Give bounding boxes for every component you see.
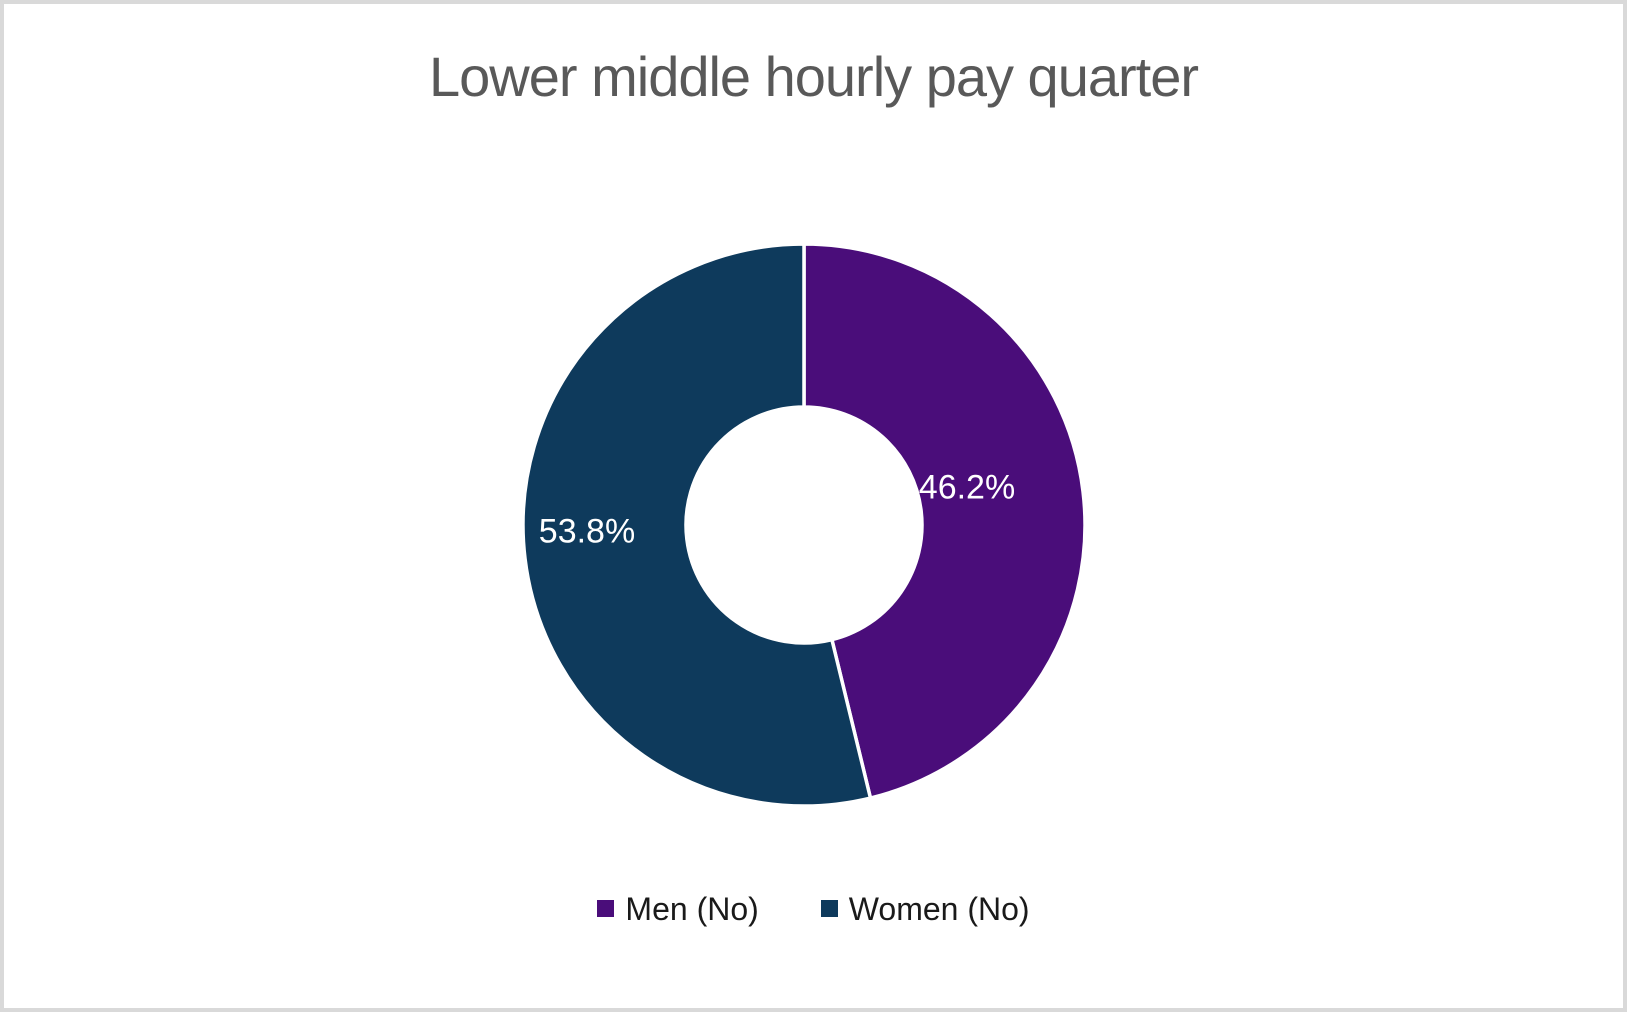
data-label-women: 53.8% (538, 512, 636, 551)
legend-label-women: Women (No) (848, 890, 1030, 927)
legend-item-men: Men (No) (597, 890, 759, 928)
donut-slice-women-no (521, 242, 873, 808)
data-label-men: 46.2% (918, 468, 1016, 507)
chart-title: Lower middle hourly pay quarter (429, 45, 1199, 108)
legend-item-women: Women (No) (820, 890, 1030, 928)
legend-swatch-men-icon (597, 900, 615, 918)
donut-slice-men-no (802, 242, 1087, 800)
legend-swatch-women-icon (820, 900, 838, 918)
legend: Men (No) Women (No) (4, 886, 1623, 932)
donut-chart (521, 242, 1087, 808)
legend-label-men: Men (No) (625, 890, 759, 927)
